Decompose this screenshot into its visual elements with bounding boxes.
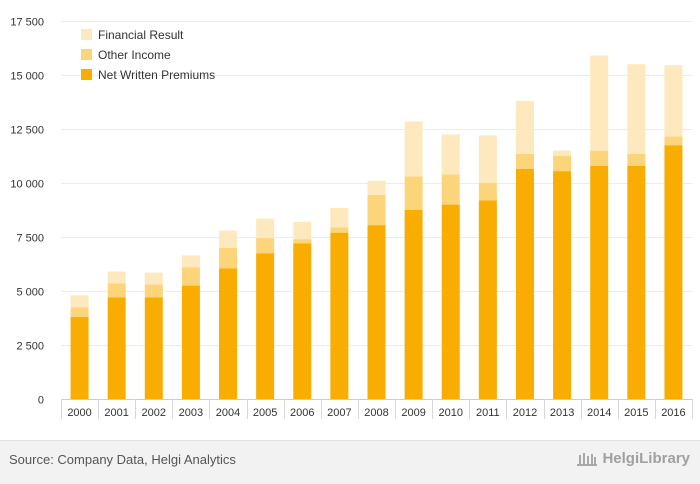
legend: Financial Result Other Income Net Written … — [81, 28, 215, 82]
bar-segment — [107, 283, 126, 298]
bar-segment — [627, 64, 646, 154]
bar-segment — [404, 176, 423, 210]
bar-segment — [330, 232, 349, 399]
bar-segment — [219, 230, 238, 248]
legend-label: Net Written Premiums — [98, 68, 215, 82]
bar-segment — [144, 284, 163, 298]
bar-segment — [590, 150, 609, 166]
y-tick-label: 5 000 — [16, 287, 44, 299]
x-tick-label: 2010 — [438, 407, 462, 419]
bar-segment — [515, 100, 534, 154]
bar-segment — [553, 156, 572, 172]
bar-segment — [664, 136, 683, 146]
x-tick-label: 2009 — [401, 407, 425, 419]
bar-segment — [144, 272, 163, 285]
y-tick-label: 7 500 — [16, 233, 44, 245]
y-tick-label: 10 000 — [10, 179, 44, 191]
bar-segment — [70, 295, 89, 308]
x-tick-label: 2006 — [290, 407, 314, 419]
bar-segment — [367, 225, 386, 399]
bar-segment — [627, 153, 646, 166]
bar-segment — [293, 239, 312, 244]
source-note: Source: Company Data, Helgi Analytics — [9, 452, 236, 467]
bars — [70, 55, 683, 399]
y-tick-label: 0 — [38, 395, 44, 407]
bar-segment — [627, 165, 646, 399]
legend-swatch — [81, 69, 92, 80]
legend-swatch — [81, 49, 92, 60]
bar-segment — [515, 153, 534, 169]
y-tick-label: 2 500 — [16, 341, 44, 353]
stacked-bar-chart: 2000 2001 2002 2003 2004 2005 2006 2007 2008 2009… — [10, 17, 693, 419]
x-tick-label: 2001 — [104, 407, 128, 419]
bar-segment — [107, 271, 126, 284]
bar-segment — [330, 207, 349, 228]
legend-swatch — [81, 29, 92, 40]
x-tick-label: 2015 — [624, 407, 648, 419]
x-tick-label: 2004 — [216, 407, 240, 419]
x-tick-label: 2007 — [327, 407, 351, 419]
bar-segment — [441, 174, 460, 205]
bar-segment — [70, 307, 89, 317]
bar-segment — [441, 134, 460, 175]
bar-segment — [293, 221, 312, 240]
x-tick-label: 2003 — [179, 407, 203, 419]
legend-label: Financial Result — [98, 28, 184, 42]
bar-segment — [553, 171, 572, 399]
bar-segment — [181, 267, 200, 286]
bar-segment — [181, 285, 200, 399]
bar-segment — [256, 238, 275, 254]
x-axis: 2000 2001 2002 2003 2004 2005 2006 2007 2008 2009… — [61, 399, 693, 419]
x-tick-label: 2008 — [364, 407, 388, 419]
x-tick-label: 2013 — [550, 407, 574, 419]
bar-segment — [553, 150, 572, 156]
brand-name: HelgiLibrary — [602, 450, 690, 467]
bar-segment — [256, 253, 275, 399]
x-tick-label: 2016 — [661, 407, 685, 419]
x-tick-label: 2012 — [513, 407, 537, 419]
bar-segment — [515, 168, 534, 399]
x-tick-label: 2011 — [476, 407, 500, 419]
bar-segment — [367, 180, 386, 195]
bar-segment — [70, 316, 89, 399]
bar-segment — [664, 65, 683, 137]
bar-segment — [367, 194, 386, 226]
x-tick-label: 2002 — [142, 407, 166, 419]
bar-segment — [330, 227, 349, 233]
bar-segment — [293, 243, 312, 399]
bar-segment — [404, 121, 423, 177]
bar-segment — [478, 183, 497, 201]
y-tick-label: 15 000 — [10, 71, 44, 83]
bar-segment — [256, 218, 275, 239]
bar-segment — [144, 297, 163, 399]
bar-segment — [107, 297, 126, 399]
bar-segment — [478, 135, 497, 183]
x-tick-label: 2000 — [67, 407, 91, 419]
x-tick-label: 2005 — [253, 407, 277, 419]
y-tick-label: 12 500 — [10, 125, 44, 137]
bar-segment — [219, 247, 238, 269]
library-icon — [577, 452, 598, 466]
x-tick-label: 2014 — [587, 407, 611, 419]
bar-segment — [664, 145, 683, 399]
bar-segment — [404, 210, 423, 399]
bar-segment — [441, 204, 460, 399]
bar-segment — [590, 165, 609, 399]
y-axis: 0 2 500 5 000 7 500 10 000 12 500 15 000 17 500 — [10, 17, 44, 407]
legend-label: Other Income — [98, 48, 171, 62]
bar-segment — [478, 200, 497, 399]
bar-segment — [181, 255, 200, 268]
footer: Source: Company Data, Helgi Analytics He… — [0, 440, 700, 484]
bar-segment — [590, 55, 609, 151]
y-tick-label: 17 500 — [10, 17, 44, 29]
bar-segment — [219, 268, 238, 399]
brand-logo[interactable]: HelgiLibrary — [576, 450, 690, 467]
